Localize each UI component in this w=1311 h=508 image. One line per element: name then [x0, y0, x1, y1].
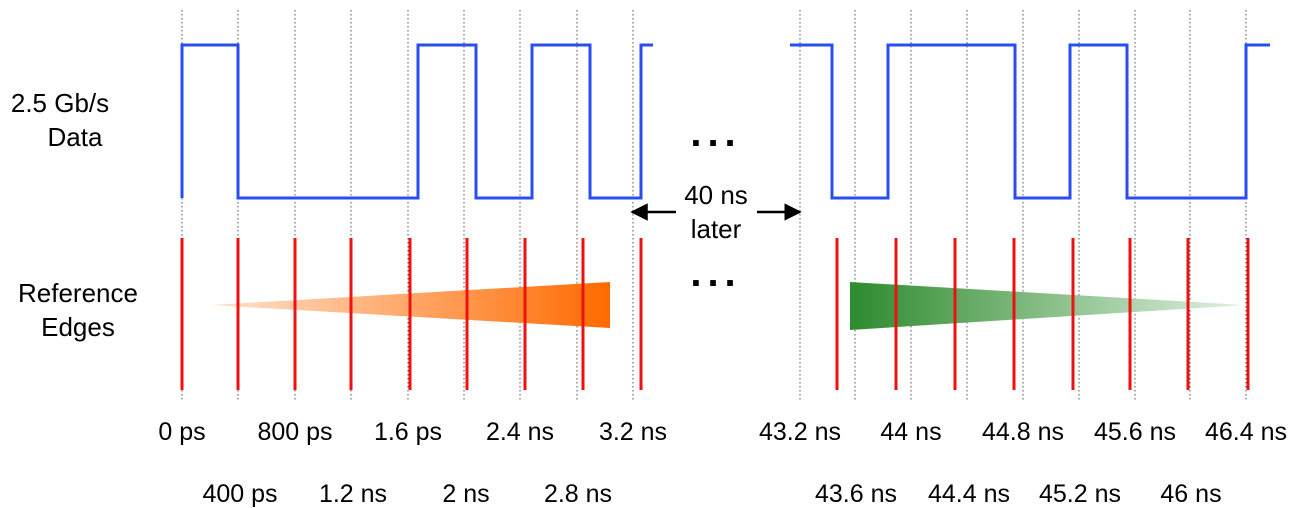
time-label-upper: 46.4 ns — [1205, 418, 1287, 446]
time-label-lower: 46 ns — [1160, 480, 1221, 508]
time-label-upper: 3.2 ns — [599, 418, 667, 446]
reference-row-label-line2: Edges — [41, 312, 115, 342]
reference-ellipsis: ... — [690, 251, 741, 295]
gap-label-line2: later — [691, 214, 742, 244]
time-labels-lower: 400 ps 1.2 ns 2 ns 2.8 ns 43.6 ns 44.4 ns 45.2… — [202, 480, 1221, 508]
data-row-label-line1: 2.5 Gb/s — [11, 88, 109, 118]
gap-label-line1: 40 ns — [684, 180, 748, 210]
time-label-upper: 43.2 ns — [759, 418, 841, 446]
time-label-upper: 44.8 ns — [982, 418, 1064, 446]
data-waveform-right — [790, 43, 1270, 200]
time-label-upper: 800 ps — [257, 418, 332, 446]
time-label-upper: 45.6 ns — [1094, 418, 1176, 446]
time-label-lower: 43.6 ns — [815, 480, 897, 508]
time-label-upper: 2.4 ns — [486, 418, 554, 446]
time-label-lower: 2 ns — [442, 480, 489, 508]
reference-edges — [180, 238, 1250, 390]
data-waveform-left — [180, 43, 653, 200]
time-label-lower: 1.2 ns — [319, 480, 387, 508]
data-ellipsis: ... — [690, 111, 741, 155]
data-row-label-line2: Data — [48, 122, 103, 152]
time-label-upper: 1.6 ps — [374, 418, 442, 446]
time-label-upper: 0 ps — [158, 418, 205, 446]
time-label-lower: 2.8 ns — [544, 480, 612, 508]
time-label-lower: 400 ps — [202, 480, 277, 508]
time-labels-upper: 0 ps 800 ps 1.6 ps 2.4 ns 3.2 ns 43.2 ns 44 ns… — [158, 418, 1287, 446]
time-label-upper: 44 ns — [880, 418, 941, 446]
time-label-lower: 45.2 ns — [1039, 480, 1121, 508]
time-label-lower: 44.4 ns — [928, 480, 1010, 508]
increasing-offset-wedge — [850, 282, 1245, 330]
reference-row-label-line1: Reference — [18, 278, 138, 308]
